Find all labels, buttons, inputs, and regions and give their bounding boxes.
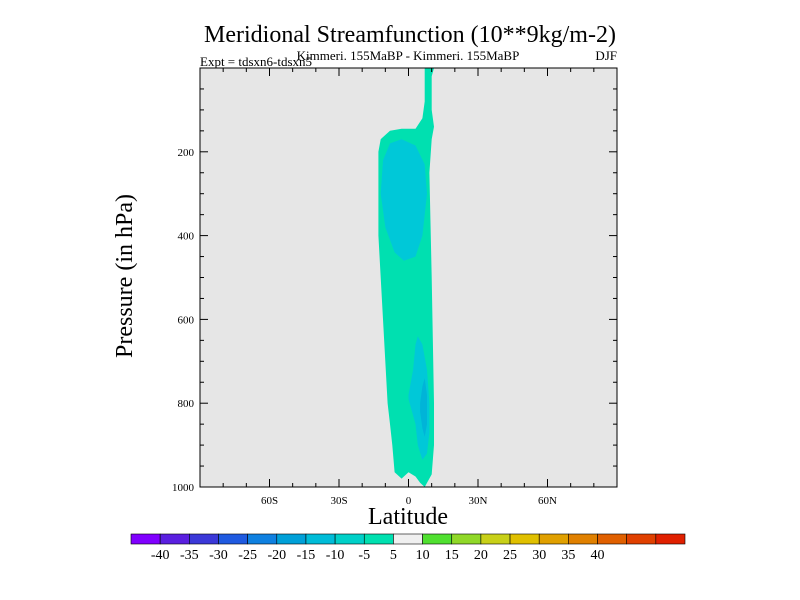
x-axis-label: Latitude (368, 504, 448, 530)
colorbar-swatch (655, 533, 686, 545)
colorbar-swatch (159, 533, 190, 545)
y-axis-label: Pressure (in hPa) (112, 194, 138, 358)
subtitle-center: Kimmeri. 155MaBP - Kimmeri. 155MaBP (297, 48, 520, 63)
x-tick-label: 0 (406, 495, 412, 507)
colorbar-label: -15 (297, 548, 316, 563)
chart-title: Meridional Streamfunction (10**9kg/m-2) (204, 22, 616, 48)
x-tick-label: 30N (469, 495, 488, 507)
colorbar-swatch (393, 533, 423, 545)
colorbar-label: -25 (238, 548, 257, 563)
colorbar-label: -5 (358, 548, 370, 563)
colorbar-label: -10 (326, 548, 345, 563)
colorbar-label: -40 (151, 548, 170, 563)
colorbar-swatch (422, 533, 453, 545)
y-axis: 200 400 600 800 1000 (172, 88, 617, 494)
contour-regions (378, 68, 434, 487)
contour-region-2 (380, 139, 427, 261)
season-label: DJF (595, 48, 617, 63)
colorbar-swatch (334, 533, 365, 545)
y-tick-label: 1000 (172, 482, 195, 494)
colorbar-label: 40 (591, 548, 605, 563)
colorbar-label: 25 (503, 548, 517, 563)
colorbar-swatch (218, 533, 248, 545)
colorbar-swatch (480, 533, 511, 545)
colorbar-label: 10 (416, 548, 430, 563)
y-tick-label: 400 (178, 231, 195, 243)
colorbar-swatch (130, 533, 161, 545)
colorbar: -40 -35 -30 -25 -20 -15 -10 -5 5 10 15 20 25 30 35 40 (130, 533, 686, 563)
colorbar-swatch (276, 533, 307, 545)
y-tick-label: 800 (178, 398, 195, 410)
colorbar-swatch (247, 533, 278, 545)
colorbar-swatch (305, 533, 336, 545)
experiment-label: Expt = tdsxn6-tdsxn5 (200, 54, 312, 69)
x-tick-label: 60N (538, 495, 557, 507)
colorbar-label: -20 (267, 548, 286, 563)
colorbar-label: 30 (532, 548, 546, 563)
x-axis: 60S 30S 0 30N 60N (222, 68, 595, 507)
x-tick-label: 30S (330, 495, 347, 507)
colorbar-swatch (538, 533, 569, 545)
y-tick-label: 200 (178, 147, 195, 159)
colorbar-label: 20 (474, 548, 488, 563)
colorbar-swatch (568, 533, 598, 545)
colorbar-label: -35 (180, 548, 199, 563)
x-tick-label: 60S (261, 495, 278, 507)
colorbar-swatch (626, 533, 657, 545)
colorbar-label: -30 (209, 548, 228, 563)
colorbar-swatch (189, 533, 219, 545)
y-tick-label: 600 (178, 314, 195, 326)
colorbar-swatch (451, 533, 482, 545)
colorbar-label: 5 (390, 548, 397, 563)
colorbar-swatch (363, 533, 394, 545)
contour-region-4 (420, 378, 427, 437)
colorbar-swatch (509, 533, 540, 545)
colorbar-swatch (597, 533, 627, 545)
colorbar-label: 15 (445, 548, 459, 563)
colorbar-label: 35 (561, 548, 575, 563)
